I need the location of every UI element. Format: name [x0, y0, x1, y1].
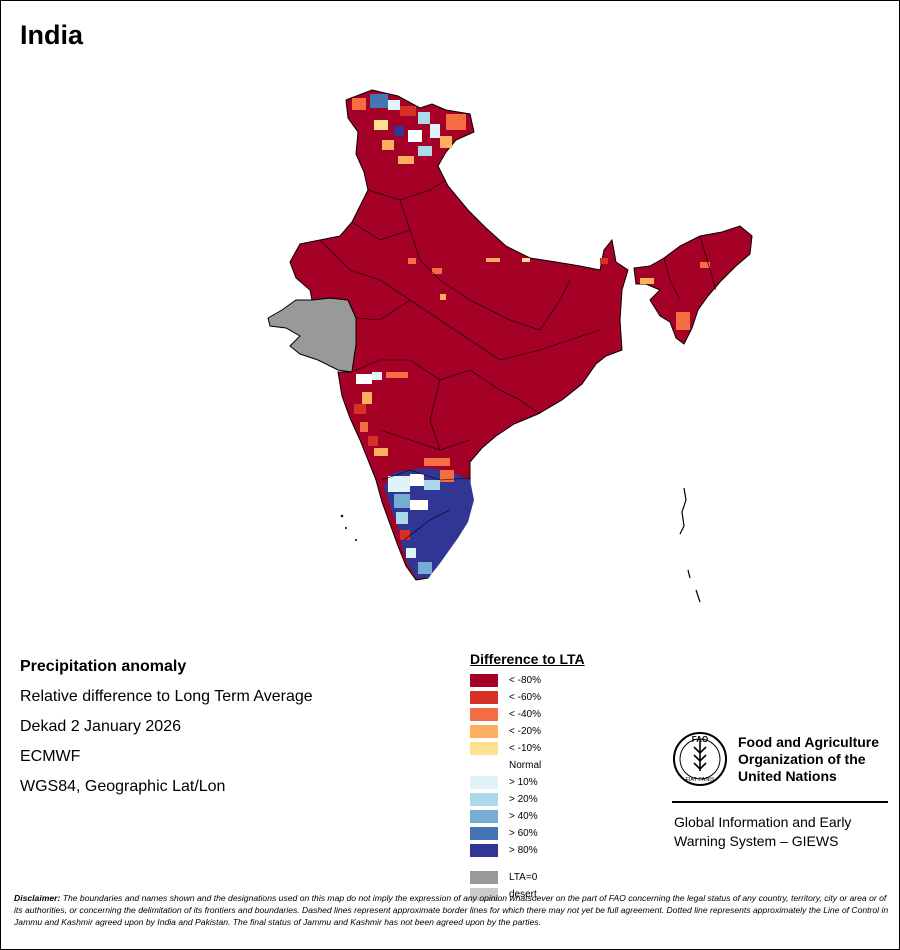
legend-row: > 10% [470, 776, 585, 793]
legend-swatch [470, 871, 498, 884]
legend-swatch [470, 827, 498, 840]
map-info: Precipitation anomaly Relative differenc… [20, 656, 313, 806]
legend-row: desert [470, 888, 585, 905]
legend: Difference to LTA < -80% < -60% < -40% <… [470, 651, 585, 905]
legend-swatch [470, 776, 498, 789]
legend-label: > 40% [509, 811, 538, 822]
fao-emblem-letters: FAO [692, 735, 708, 744]
lakshadweep-islands [340, 514, 357, 541]
info-line-3: ECMWF [20, 748, 81, 765]
legend-row: LTA=0 [470, 871, 585, 888]
legend-row: > 80% [470, 844, 585, 861]
lta-zero-region [267, 297, 357, 373]
legend-label: LTA=0 [509, 872, 538, 883]
info-line-2: Dekad 2 January 2026 [20, 718, 181, 735]
legend-label: < -60% [509, 692, 541, 703]
legend-row: < -60% [470, 691, 585, 708]
disclaimer-label: Disclaimer: [14, 893, 61, 903]
disclaimer-text: The boundaries and names shown and the d… [14, 893, 889, 927]
kashmir-mixed-pixels [352, 94, 466, 164]
legend-swatch [470, 674, 498, 687]
legend-swatch [470, 691, 498, 704]
legend-label: Normal [509, 760, 542, 771]
info-line-4: WGS84, Geographic Lat/Lon [20, 778, 226, 795]
legend-row: < -20% [470, 725, 585, 742]
state-boundaries [319, 179, 717, 541]
south-mixed-pixels [388, 470, 454, 574]
legend-label: > 20% [509, 794, 538, 805]
legend-row-normal: Normal [470, 759, 585, 776]
legend-row: < -40% [470, 708, 585, 725]
legend-swatch [470, 708, 498, 721]
giews-line: Warning System – GIEWS [674, 833, 839, 849]
legend-swatch [470, 844, 498, 857]
legend-swatch [470, 759, 498, 772]
andaman-islands [679, 487, 701, 603]
info-line-1: Relative difference to Long Term Average [20, 688, 313, 705]
legend-row: < -80% [470, 674, 585, 691]
fao-emblem-motto: FIAT PANIS [685, 777, 714, 783]
legend-title: Difference to LTA [470, 651, 585, 667]
legend-row: > 60% [470, 827, 585, 844]
legend-label: < -10% [509, 743, 541, 754]
legend-label: < -40% [509, 709, 541, 720]
north-scattered-pixels [408, 258, 710, 330]
fao-name-line: United Nations [738, 768, 837, 784]
info-heading: Precipitation anomaly [20, 658, 187, 675]
map-title: India [20, 20, 84, 50]
giews-line: Global Information and Early [674, 814, 852, 830]
legend-label: desert [509, 889, 537, 900]
northeast-region [633, 225, 753, 345]
legend-label: > 80% [509, 845, 538, 856]
giews-name: Global Information and Early Warning Sys… [674, 813, 851, 851]
legend-swatch [470, 725, 498, 738]
fao-divider [672, 801, 888, 803]
legend-row: > 20% [470, 793, 585, 810]
legend-label: > 60% [509, 828, 538, 839]
legend-swatch [470, 742, 498, 755]
legend-gap [470, 861, 585, 871]
legend-label: < -20% [509, 726, 541, 737]
legend-swatch [470, 793, 498, 806]
fao-name-line: Organization of the [738, 751, 866, 767]
legend-label: > 10% [509, 777, 538, 788]
legend-swatch [470, 810, 498, 823]
fao-emblem-icon: FAO FIAT PANIS [673, 732, 727, 786]
legend-swatch [470, 888, 498, 901]
disclaimer: Disclaimer: The boundaries and names sho… [14, 892, 890, 928]
legend-label: < -80% [509, 675, 541, 686]
fao-name: Food and Agriculture Organization of the… [738, 734, 879, 785]
west-coast-mixed-pixels [354, 372, 450, 466]
fao-name-line: Food and Agriculture [738, 734, 880, 750]
legend-row: < -10% [470, 742, 585, 759]
legend-row: > 40% [470, 810, 585, 827]
